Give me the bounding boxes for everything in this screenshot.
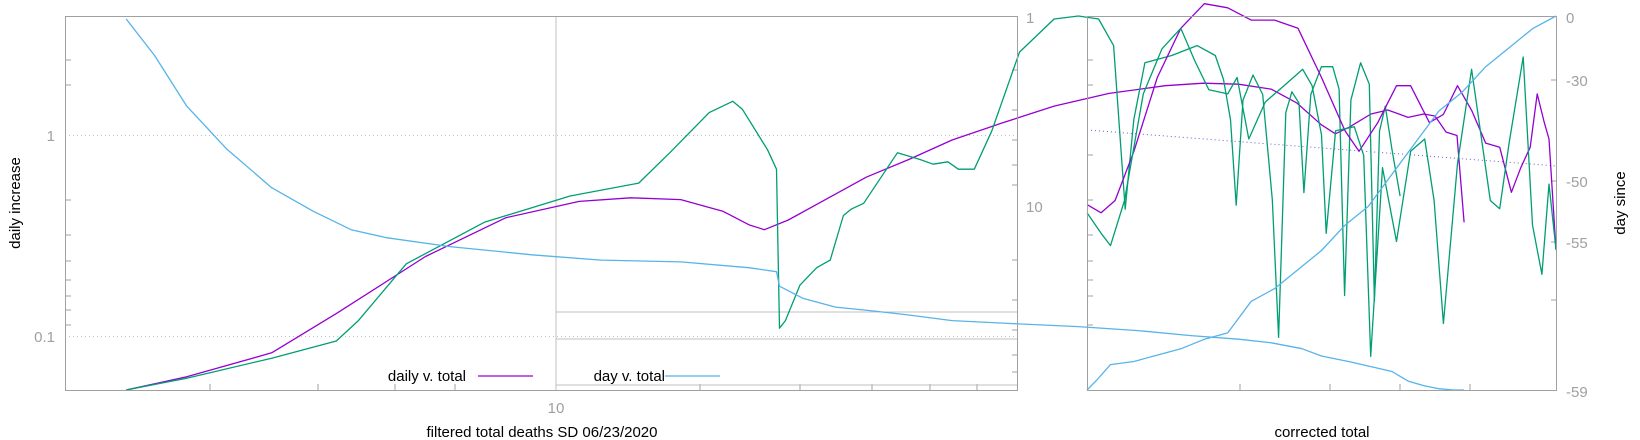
right-minor-ticks xyxy=(1087,60,1557,390)
left-ytick-01: 0.1 xyxy=(34,329,55,346)
right-ytick-0: 0 xyxy=(1566,10,1574,27)
inset-frame xyxy=(556,16,1018,390)
left-ytick-1: 1 xyxy=(47,128,55,145)
series-green-left xyxy=(126,16,1400,390)
left-chart: 1 0.1 10 1 10 daily increase filtered to… xyxy=(7,10,1464,440)
left-ylabel: daily increase xyxy=(7,157,24,249)
right-plot-frame xyxy=(1088,17,1557,391)
right-ytick-55: -55 xyxy=(1566,235,1588,252)
legend: daily v. total day v. total xyxy=(388,368,720,385)
right-series-purple xyxy=(1087,4,1556,250)
left-xtick-10: 10 xyxy=(548,400,565,417)
left-grid xyxy=(65,136,1018,337)
inset-tick-1: 1 xyxy=(1026,10,1034,27)
right-ylabel: day since xyxy=(1612,171,1629,234)
legend-label-day: day v. total xyxy=(594,368,665,385)
left-xlabel: filtered total deaths SD 06/23/2020 xyxy=(427,424,658,440)
right-ytick-50: -50 xyxy=(1566,174,1588,191)
right-series-day-since xyxy=(1087,16,1556,390)
series-day-v-total xyxy=(126,19,1464,390)
legend-label-daily: daily v. total xyxy=(388,368,466,385)
inset-tick-10: 10 xyxy=(1026,199,1043,216)
left-plot-frame xyxy=(66,17,1018,391)
right-ytick-59: -59 xyxy=(1566,384,1588,401)
right-xlabel: corrected total xyxy=(1274,424,1369,440)
right-ytick-30: -30 xyxy=(1566,73,1588,90)
left-plot-area xyxy=(126,16,1464,390)
right-chart: 0 -30 -50 -55 -59 day since corrected to… xyxy=(1087,4,1629,440)
